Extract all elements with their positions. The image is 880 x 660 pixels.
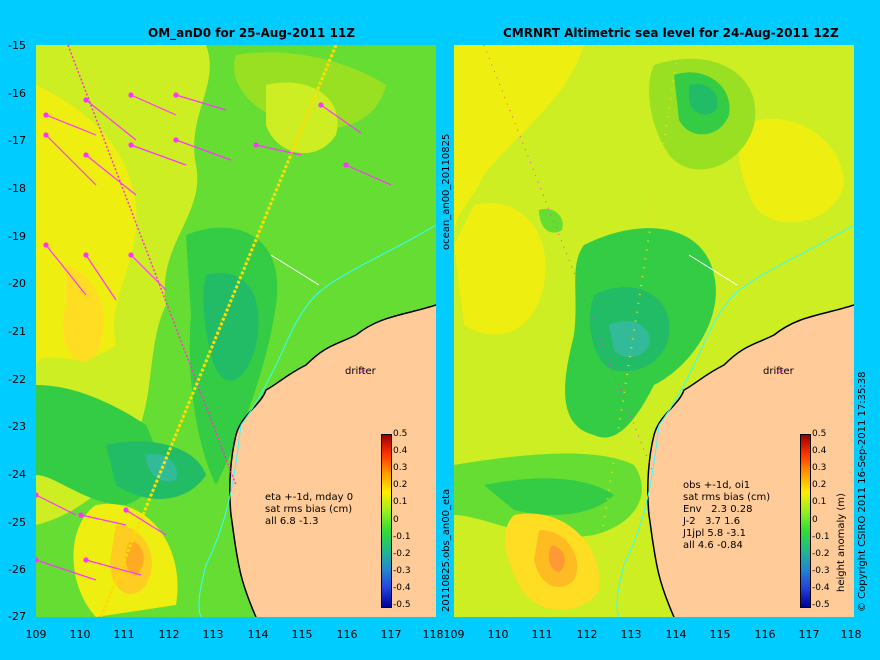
svg-text:>: > bbox=[358, 366, 366, 377]
x-tick: 118 bbox=[840, 628, 862, 641]
cb-tick: 0.3 bbox=[812, 463, 827, 473]
cb-tick: 0 bbox=[393, 515, 399, 525]
cb-tick: 0.3 bbox=[393, 463, 408, 473]
x-tick: 117 bbox=[380, 628, 402, 641]
x-tick: 111 bbox=[531, 628, 553, 641]
x-tick: 112 bbox=[158, 628, 180, 641]
cb-tick: 0.4 bbox=[812, 446, 827, 456]
cb-tick: 0.5 bbox=[812, 429, 827, 439]
x-tick: 113 bbox=[620, 628, 642, 641]
cb-tick: 0.4 bbox=[393, 446, 408, 456]
cb-tick: 0.1 bbox=[393, 497, 408, 507]
x-tick: 116 bbox=[754, 628, 776, 641]
svg-text:>: > bbox=[776, 366, 784, 377]
y-tick: -27 bbox=[8, 610, 26, 623]
cb-tick: 0.1 bbox=[812, 497, 827, 507]
y-tick: -21 bbox=[8, 325, 26, 338]
cb-tick: -0.3 bbox=[393, 566, 411, 576]
y-tick: -23 bbox=[8, 420, 26, 433]
x-tick: 109 bbox=[25, 628, 47, 641]
cb-tick: -0.2 bbox=[812, 549, 830, 559]
right-stats-text: obs +-1d, oi1 sat rms bias (cm) Env 2.3 … bbox=[683, 480, 771, 551]
x-tick: 114 bbox=[247, 628, 269, 641]
y-tick: -15 bbox=[8, 39, 26, 52]
cb-tick: 0.2 bbox=[812, 480, 827, 490]
copyright-text: © Copyright CSIRO 2011 16-Sep-2011 17:35… bbox=[857, 371, 868, 612]
x-tick: 109 bbox=[443, 628, 465, 641]
cb-tick: 0 bbox=[812, 515, 818, 525]
left-drifter-label: drifter bbox=[345, 366, 376, 377]
y-tick: -25 bbox=[8, 516, 26, 529]
right-drifter-label: drifter bbox=[763, 366, 794, 377]
y-tick: -16 bbox=[8, 87, 26, 100]
y-tick: -22 bbox=[8, 373, 26, 386]
cb-tick: -0.5 bbox=[393, 600, 411, 610]
x-tick: 114 bbox=[665, 628, 687, 641]
left-map-title: OM_anD0 for 25-Aug-2011 11Z bbox=[148, 26, 355, 40]
right-map-title: CMRNRT Altimetric sea level for 24-Aug-2… bbox=[503, 26, 839, 40]
x-tick: 118 bbox=[422, 628, 444, 641]
side-label-bottom: 20110825.obs_an00_eta bbox=[441, 488, 452, 612]
left-map-svg: > bbox=[36, 45, 436, 617]
y-tick: -20 bbox=[8, 277, 26, 290]
cb-tick: 0.2 bbox=[393, 480, 408, 490]
right-colorbar-gradient bbox=[800, 434, 811, 608]
x-tick: 113 bbox=[202, 628, 224, 641]
right-map-panel: > bbox=[454, 45, 854, 617]
y-tick: -17 bbox=[8, 134, 26, 147]
cb-tick: -0.1 bbox=[393, 532, 411, 542]
y-tick: -26 bbox=[8, 563, 26, 576]
left-colorbar-gradient bbox=[381, 434, 392, 608]
cb-tick: 0.5 bbox=[393, 429, 408, 439]
x-tick: 116 bbox=[336, 628, 358, 641]
x-tick: 115 bbox=[291, 628, 313, 641]
cb-tick: -0.5 bbox=[812, 600, 830, 610]
x-tick: 111 bbox=[113, 628, 135, 641]
side-label-top: ocean_an00_20110825 bbox=[441, 133, 452, 250]
cb-tick: -0.3 bbox=[812, 566, 830, 576]
x-tick: 115 bbox=[709, 628, 731, 641]
x-tick: 112 bbox=[576, 628, 598, 641]
left-map-panel: > bbox=[36, 45, 436, 617]
y-tick: -19 bbox=[8, 230, 26, 243]
cb-tick: -0.1 bbox=[812, 532, 830, 542]
colorbar-label: height anomaly (m) bbox=[836, 493, 847, 592]
y-tick: -24 bbox=[8, 468, 26, 481]
y-tick: -18 bbox=[8, 182, 26, 195]
x-tick: 117 bbox=[798, 628, 820, 641]
left-stats-text: eta +-1d, mday 0 sat rms bias (cm) all 6… bbox=[265, 492, 354, 527]
x-tick: 110 bbox=[487, 628, 509, 641]
cb-tick: -0.4 bbox=[812, 583, 830, 593]
right-map-svg: > bbox=[454, 45, 854, 617]
cb-tick: -0.4 bbox=[393, 583, 411, 593]
cb-tick: -0.2 bbox=[393, 549, 411, 559]
x-tick: 110 bbox=[69, 628, 91, 641]
